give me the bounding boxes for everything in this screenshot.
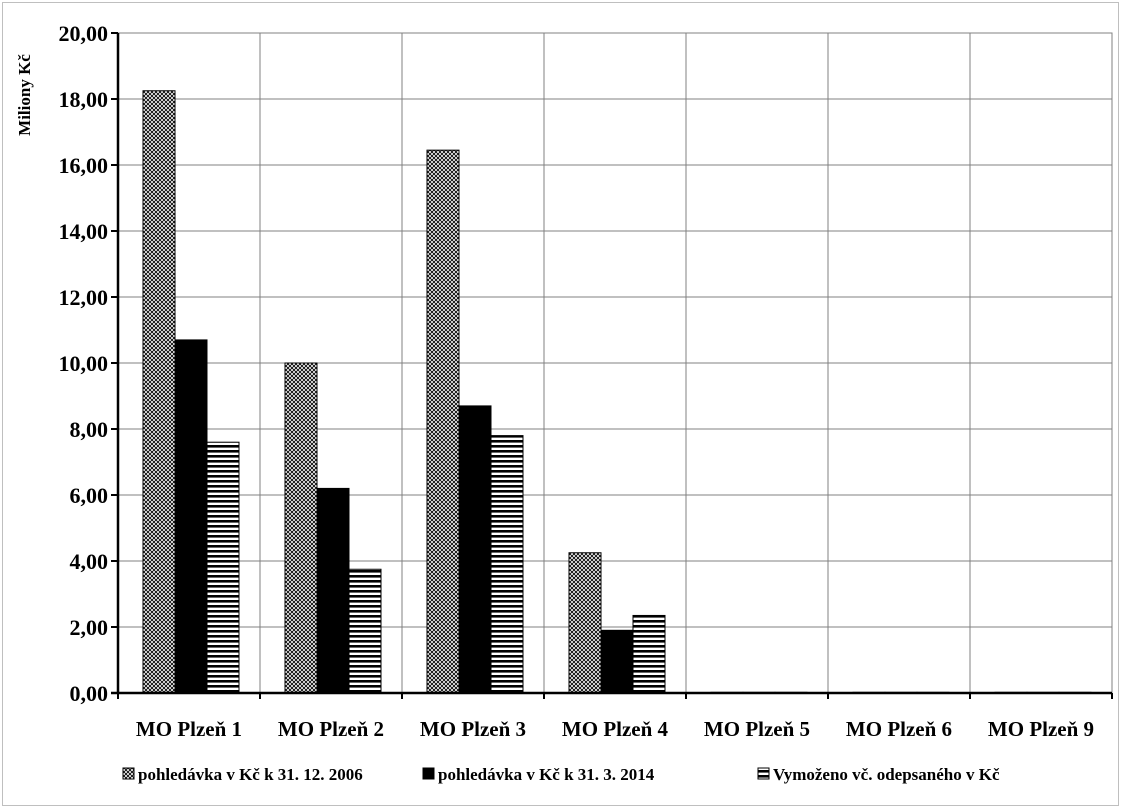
x-tick-label: MO Plzeň 6 (846, 717, 952, 741)
legend-label: pohledávka v Kč k 31. 3. 2014 (438, 765, 655, 784)
y-tick-label: 4,00 (70, 549, 109, 574)
bars (142, 90, 1092, 694)
axis-labels: 0,00 2,00 4,00 6,00 8,00 10,00 12,00 14,00 16,00… (15, 21, 1094, 741)
y-tick-label: 2,00 (70, 615, 109, 640)
bar-series-2 (458, 405, 492, 694)
bar-series-2 (174, 339, 208, 694)
legend: pohledávka v Kč k 31. 12. 2006 pohledávka… (122, 765, 1000, 784)
bar-series-3 (490, 435, 524, 694)
y-tick-label: 8,00 (70, 417, 109, 442)
x-tick-label: MO Plzeň 1 (136, 717, 242, 741)
x-tick-label: MO Plzeň 4 (562, 717, 669, 741)
legend-swatch (122, 767, 135, 780)
x-tick-label: MO Plzeň 5 (704, 717, 810, 741)
y-tick-label: 16,00 (59, 153, 109, 178)
legend-label: Vymoženo vč. odepsaného v Kč (773, 765, 1000, 784)
bar-series-3 (632, 614, 666, 694)
x-tick-label: MO Plzeň 9 (988, 717, 1094, 741)
bar-series-1 (568, 552, 602, 694)
y-axis-title: Miliony Kč (15, 54, 34, 136)
bar-series-3 (348, 568, 382, 694)
y-tick-label: 18,00 (59, 87, 109, 112)
legend-swatch (422, 767, 435, 780)
bar-series-1 (426, 149, 460, 694)
axes (111, 32, 1113, 699)
legend-label: pohledávka v Kč k 31. 12. 2006 (138, 765, 363, 784)
bar-series-3 (206, 441, 240, 694)
bar-series-1 (284, 362, 318, 694)
x-tick-label: MO Plzeň 3 (420, 717, 526, 741)
bar-series-2 (600, 629, 634, 694)
bar-series-1 (142, 90, 176, 694)
y-tick-label: 14,00 (59, 219, 109, 244)
y-tick-label: 10,00 (59, 351, 109, 376)
y-tick-label: 6,00 (70, 483, 109, 508)
gridlines (117, 32, 1113, 694)
y-tick-label: 12,00 (59, 285, 109, 310)
bar-series-2 (316, 487, 350, 694)
y-tick-label: 0,00 (70, 681, 109, 706)
legend-swatch (757, 767, 770, 780)
y-tick-label: 20,00 (59, 21, 109, 46)
x-tick-label: MO Plzeň 2 (278, 717, 384, 741)
